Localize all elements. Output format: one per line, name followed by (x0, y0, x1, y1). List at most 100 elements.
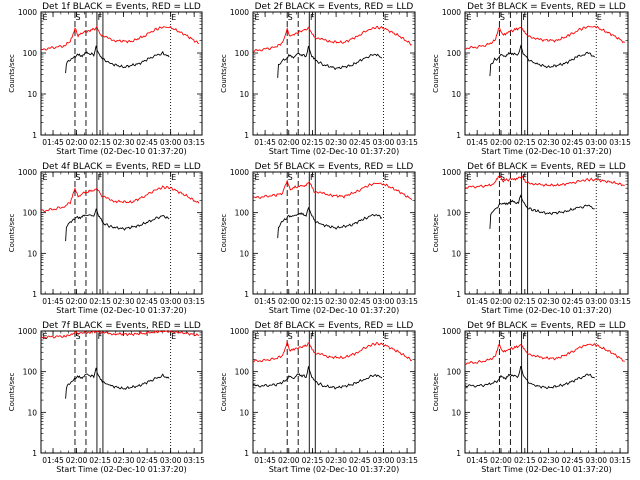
x-tick-label: 02:45 (562, 456, 584, 465)
x-tick-label: 03:00 (585, 297, 607, 306)
chart-panel-1: Det 1f BLACK = Events, RED = LLD 1 10 100 10… (8, 2, 205, 156)
plot-frame (40, 11, 203, 136)
marker-label-F: F (522, 173, 527, 182)
y-tick-label: 100 (235, 368, 250, 377)
y-axis-label: Counts/sec (8, 373, 16, 412)
x-tick-label: 02:15 (302, 456, 324, 465)
y-tick-label: 10 (239, 408, 249, 417)
x-tick-label: 03:15 (609, 138, 631, 147)
plot-frame (464, 11, 629, 136)
series-line-black-events (464, 365, 595, 389)
marker-label-S: S (500, 13, 505, 22)
marker-label-S: S (75, 332, 80, 341)
panel-title: Det 9f BLACK = Events, RED = LLD (467, 321, 626, 331)
x-axis-label: Start Time (02-Dec-10 01:37:20) (56, 465, 187, 474)
y-axis-label: Counts/sec (432, 214, 440, 253)
marker-label-F: F (310, 13, 315, 22)
y-tick-label: 100 (447, 209, 462, 218)
series-line-black-events (277, 45, 383, 78)
series-line-black-events (489, 194, 595, 229)
x-tick-label: 02:15 (302, 138, 324, 147)
marker-label-E: E (384, 332, 389, 341)
marker-label-E: E (384, 13, 389, 22)
marker-label-E: E (597, 173, 602, 182)
y-axis-label: Counts/sec (220, 54, 228, 93)
x-tick-label: 03:15 (183, 456, 205, 465)
x-tick-label: 03:00 (373, 456, 395, 465)
marker-label-F: F (522, 332, 527, 341)
y-tick-label: 100 (447, 49, 462, 58)
plot-frame (40, 171, 203, 295)
x-tick-label: 02:00 (66, 297, 88, 306)
marker-label-E: E (597, 13, 602, 22)
plot-frame (252, 11, 416, 136)
panel-title: Det 8f BLACK = Events, RED = LLD (255, 321, 414, 331)
marker-label-E: E (254, 13, 259, 22)
marker-label-E: E (42, 13, 47, 22)
x-tick-label: 02:30 (113, 138, 135, 147)
x-axis-label: Start Time (02-Dec-10 01:37:20) (481, 465, 612, 474)
x-axis-label: Start Time (02-Dec-10 01:37:20) (269, 465, 400, 474)
x-tick-label: 01:45 (42, 456, 64, 465)
x-tick-label: 02:30 (538, 456, 560, 465)
panel-title: Det 6f BLACK = Events, RED = LLD (467, 162, 626, 172)
x-tick-label: 01:45 (254, 138, 276, 147)
panel-title: Det 4f BLACK = Events, RED = LLD (42, 162, 201, 172)
chart-panel-7: Det 7f BLACK = Events, RED = LLD 1 10 100 10… (8, 321, 205, 474)
y-tick-label: 1 (456, 449, 461, 458)
x-tick-label: 03:15 (396, 297, 418, 306)
x-axis-label: Start Time (02-Dec-10 01:37:20) (481, 306, 612, 315)
series-line-black-events (277, 206, 383, 239)
x-tick-label: 02:45 (136, 297, 158, 306)
x-tick-label: 01:45 (466, 456, 488, 465)
plot-frame (464, 330, 629, 454)
x-tick-label: 02:45 (562, 297, 584, 306)
series-line-black-events (489, 44, 596, 77)
y-tick-label: 1000 (442, 168, 461, 177)
panel-title: Det 5f BLACK = Events, RED = LLD (255, 162, 414, 172)
x-tick-label: 02:45 (349, 297, 371, 306)
x-tick-label: 02:00 (66, 138, 88, 147)
x-axis-label: Start Time (02-Dec-10 01:37:20) (269, 147, 400, 156)
chart-panel-9: Det 9f BLACK = Events, RED = LLD 1 10 100 10… (432, 321, 631, 474)
x-tick-label: 03:00 (373, 138, 395, 147)
y-tick-label: 100 (23, 368, 38, 377)
y-tick-label: 100 (23, 49, 38, 58)
marker-label-F: F (98, 13, 103, 22)
y-tick-label: 1000 (442, 8, 461, 17)
x-tick-label: 01:45 (466, 138, 488, 147)
marker-label-E: E (597, 332, 602, 341)
y-tick-label: 1 (244, 131, 249, 140)
x-tick-label: 02:00 (490, 138, 512, 147)
chart-panel-2: Det 2f BLACK = Events, RED = LLD 1 10 100 10… (220, 2, 418, 156)
x-tick-label: 03:15 (396, 456, 418, 465)
x-tick-label: 03:00 (160, 138, 182, 147)
y-tick-label: 1 (456, 290, 461, 299)
x-tick-label: 03:15 (183, 297, 205, 306)
x-tick-label: 02:15 (302, 297, 324, 306)
marker-label-S: S (500, 332, 505, 341)
x-tick-label: 02:30 (113, 456, 135, 465)
x-tick-label: 02:30 (538, 138, 560, 147)
x-axis-label: Start Time (02-Dec-10 01:37:20) (269, 306, 400, 315)
x-tick-label: 03:15 (609, 297, 631, 306)
marker-label-E: E (254, 173, 259, 182)
x-tick-label: 03:00 (160, 297, 182, 306)
plot-frame (40, 330, 203, 454)
y-tick-label: 10 (451, 90, 461, 99)
marker-label-S: S (75, 173, 80, 182)
series-line-red-lld (464, 25, 626, 50)
x-tick-label: 01:45 (254, 456, 276, 465)
marker-label-E: E (171, 332, 176, 341)
x-tick-label: 02:15 (514, 456, 536, 465)
x-tick-label: 02:00 (490, 297, 512, 306)
x-axis-label: Start Time (02-Dec-10 01:37:20) (481, 147, 612, 156)
y-tick-label: 10 (239, 249, 249, 258)
y-tick-label: 1 (32, 449, 37, 458)
y-tick-label: 1000 (18, 327, 37, 336)
series-line-black-events (65, 208, 170, 242)
y-tick-label: 1000 (18, 168, 37, 177)
x-tick-label: 02:30 (538, 297, 560, 306)
series-line-red-lld (252, 25, 413, 53)
y-tick-label: 100 (447, 368, 462, 377)
